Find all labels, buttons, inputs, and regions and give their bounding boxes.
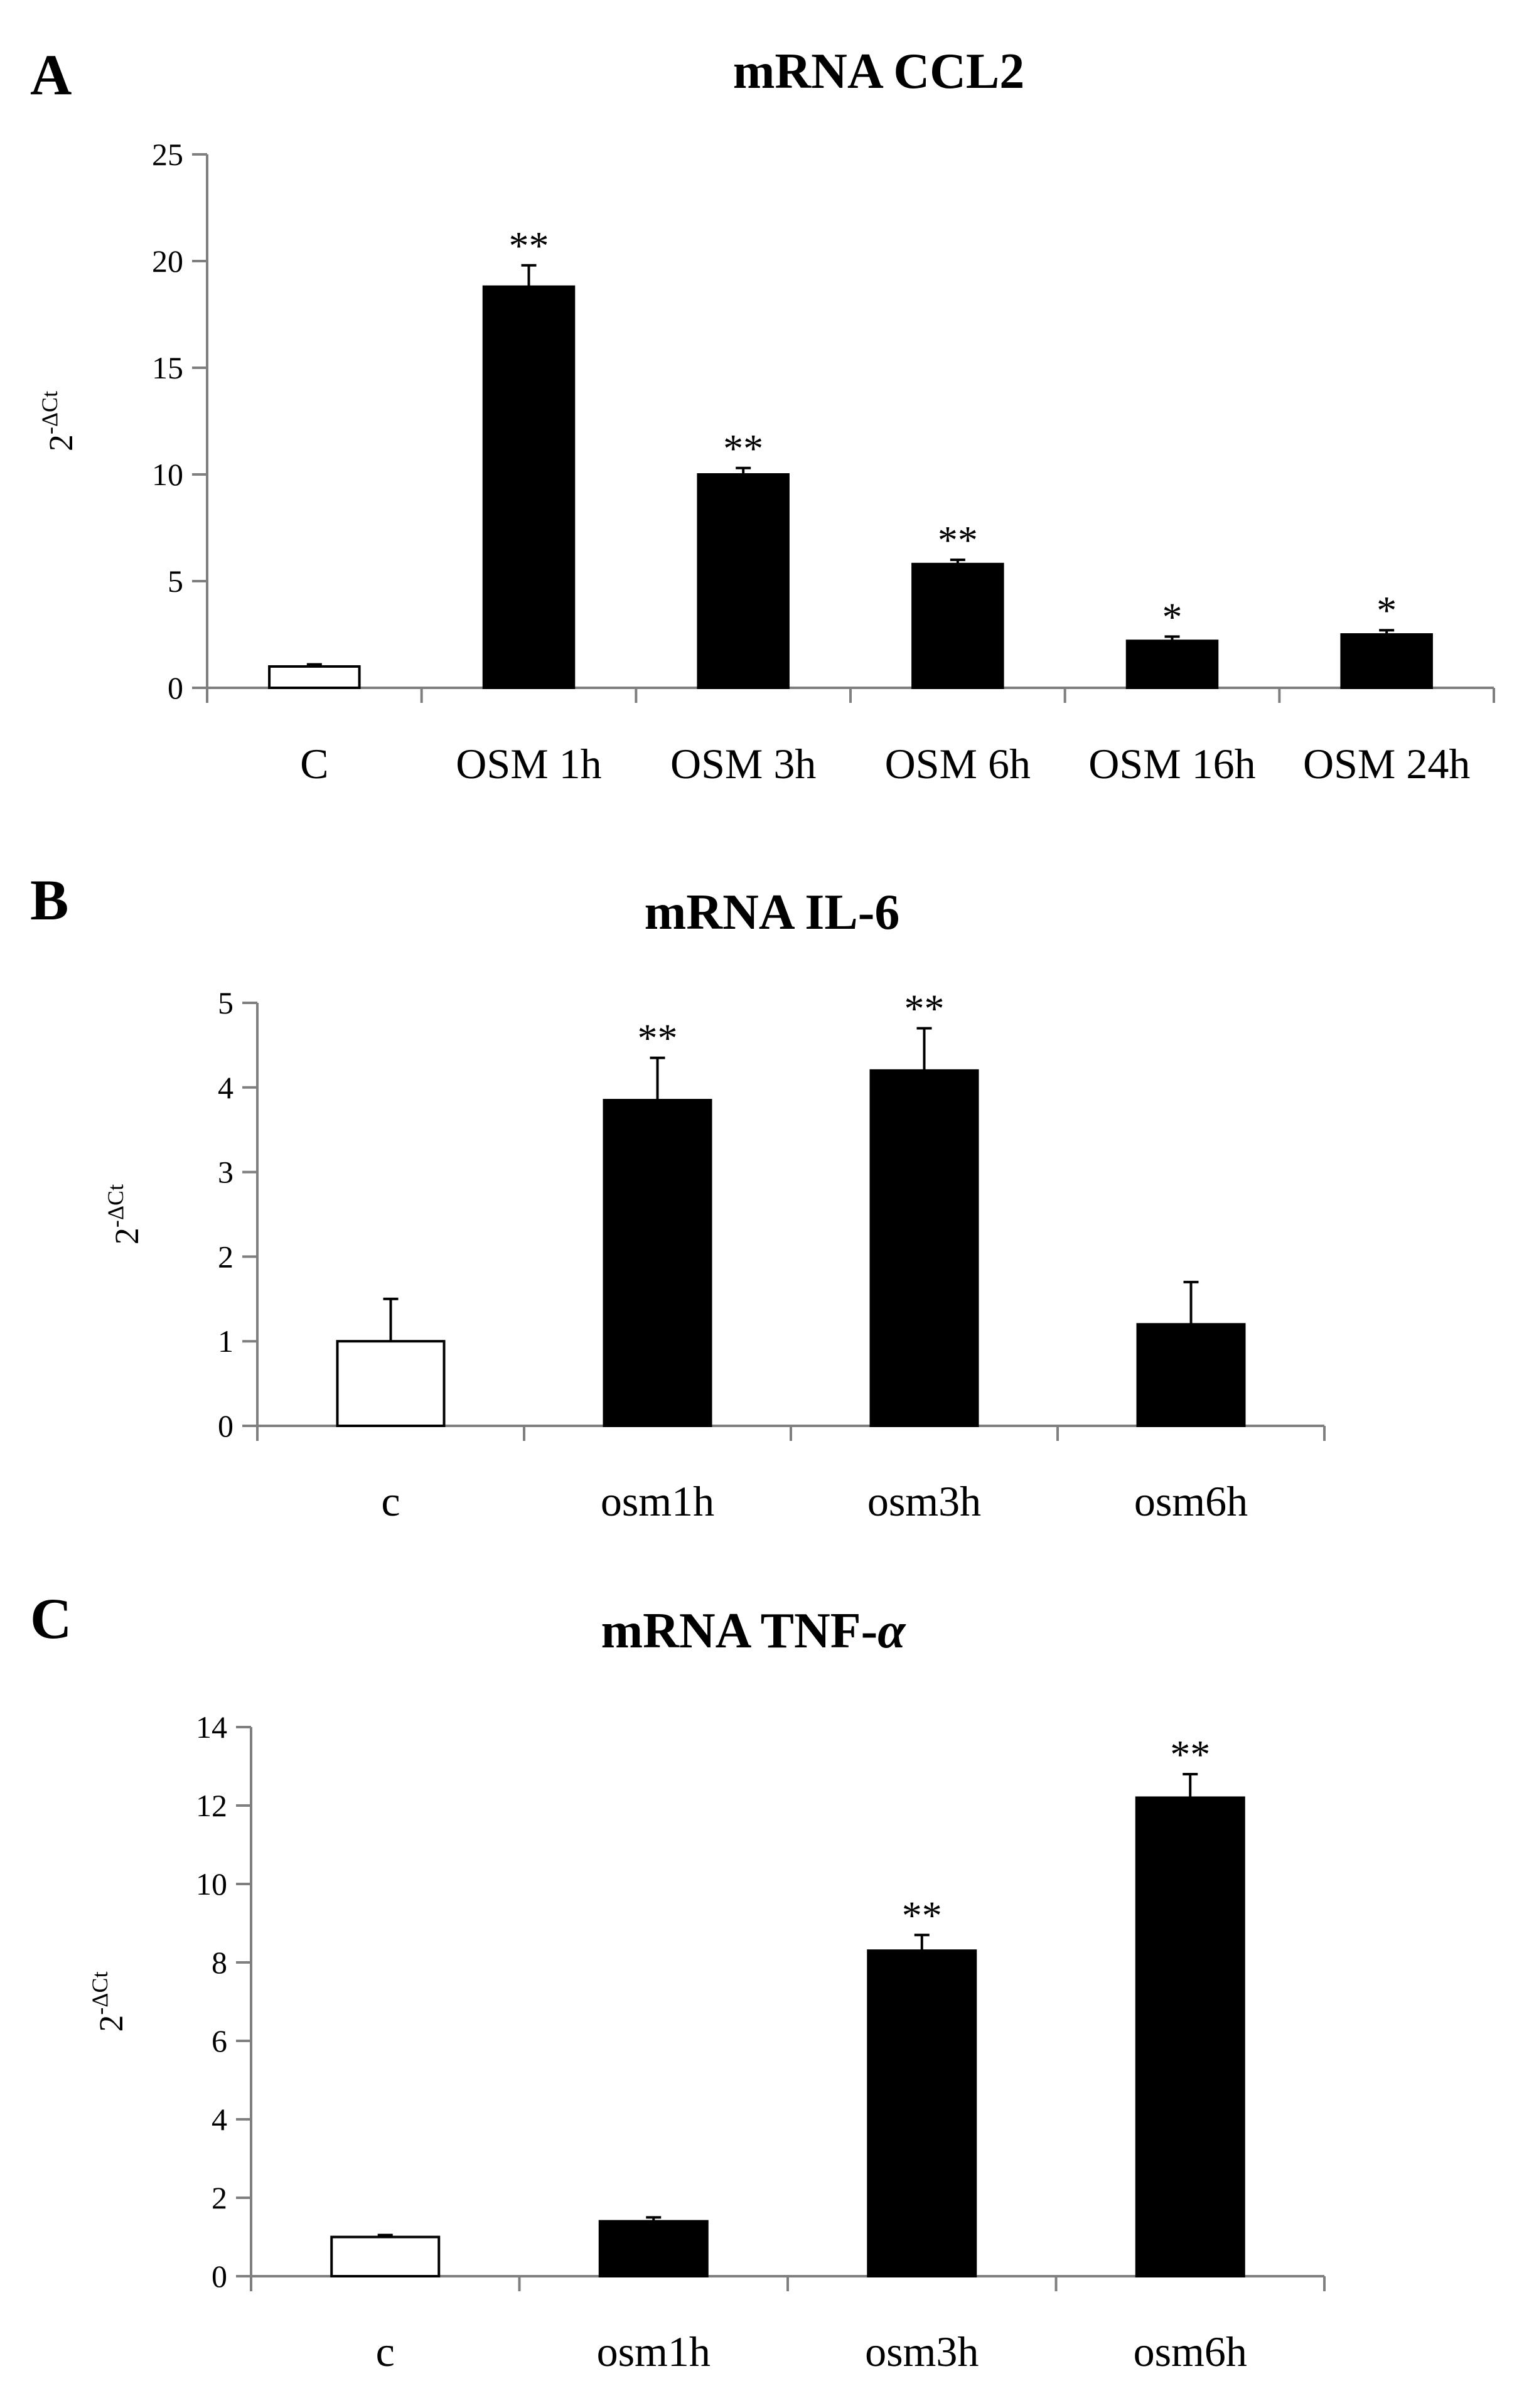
chart-title: mRNA TNF-α (601, 1603, 906, 1659)
y-axis-label-base: 2 (42, 434, 80, 451)
category-label: c (376, 2328, 395, 2375)
bar-osm-24h (1340, 633, 1433, 689)
y-tick-label: 4 (212, 2102, 227, 2137)
y-tick-label: 20 (152, 243, 183, 279)
y-tick-label: 5 (168, 564, 183, 599)
y-tick-label: 2 (212, 2180, 227, 2215)
category-label: OSM 24h (1303, 740, 1470, 788)
y-tick-label: 25 (152, 137, 183, 172)
category-label: OSM 1h (456, 740, 601, 788)
bar-osm3h (867, 1949, 977, 2277)
chart-title: mRNA CCL2 (733, 44, 1024, 99)
category-label: OSM 3h (670, 740, 816, 788)
significance-marker: ** (1170, 1732, 1210, 1777)
bar-c (330, 2235, 441, 2277)
y-tick-label: 12 (196, 1788, 227, 1823)
panel-letter: B (30, 868, 68, 932)
category-label: osm3h (865, 2328, 979, 2375)
y-axis-label-base: 2 (108, 1228, 146, 1244)
y-tick-label: 0 (218, 1408, 233, 1443)
significance-marker: ** (904, 986, 945, 1030)
category-label: osm3h (867, 1477, 981, 1525)
chart-title-text: mRNA IL-6 (645, 885, 900, 940)
category-label: osm1h (601, 1477, 714, 1525)
significance-marker: ** (638, 1016, 678, 1061)
y-tick-label: 0 (212, 2259, 227, 2294)
category-label: c (381, 1477, 400, 1525)
y-tick-label: 10 (196, 1866, 227, 1902)
chart-title: mRNA IL-6 (645, 885, 900, 940)
category-label: osm6h (1134, 1477, 1248, 1525)
y-tick-label: 3 (218, 1155, 233, 1190)
panel-letter: C (30, 1587, 72, 1651)
chart-title-text: mRNA CCL2 (733, 44, 1024, 99)
y-axis-label-superscript: -ΔCt (37, 391, 62, 434)
significance-marker: ** (509, 223, 549, 268)
bar-osm1h (603, 1099, 712, 1427)
bar-osm1h (598, 2220, 709, 2277)
y-axis-label-base: 2 (92, 2015, 130, 2032)
y-axis-label: 2-ΔCt (103, 1184, 146, 1244)
significance-marker: * (1162, 594, 1183, 639)
bar-osm3h (869, 1069, 979, 1427)
bar-osm-6h (911, 562, 1004, 689)
chart-title-text: mRNA TNF- (601, 1603, 877, 1659)
significance-marker: ** (938, 518, 978, 562)
y-tick-label: 14 (196, 1710, 227, 1745)
bar-osm-16h (1125, 639, 1219, 690)
bar-osm-1h (482, 285, 576, 689)
category-label: C (300, 740, 328, 788)
panel-letter: A (30, 43, 72, 107)
y-axis-label-superscript: -ΔCt (103, 1184, 128, 1228)
bar-c (336, 1340, 446, 1427)
y-tick-label: 0 (168, 670, 183, 705)
bar-osm6h (1136, 1323, 1246, 1427)
significance-marker: ** (723, 426, 763, 471)
y-tick-label: 8 (212, 1945, 227, 1980)
category-label: OSM 16h (1088, 740, 1255, 788)
y-axis-label-superscript: -ΔCt (87, 1971, 112, 2015)
category-label: osm1h (597, 2328, 711, 2375)
category-label: osm6h (1134, 2328, 1247, 2375)
y-tick-label: 10 (152, 457, 183, 492)
significance-marker: ** (902, 1893, 942, 1937)
y-tick-label: 6 (212, 2023, 227, 2058)
y-tick-label: 5 (218, 985, 233, 1020)
y-axis-label: 2-ΔCt (87, 1971, 130, 2031)
bar-c (268, 665, 361, 689)
bar-osm-3h (697, 473, 790, 689)
chart-title-italic: α (877, 1603, 906, 1659)
significance-marker: * (1376, 588, 1397, 633)
y-tick-label: 15 (152, 350, 183, 385)
bar-osm6h (1135, 1796, 1245, 2277)
category-label: OSM 6h (885, 740, 1031, 788)
y-tick-label: 4 (218, 1070, 233, 1105)
y-axis-label: 2-ΔCt (37, 391, 80, 451)
y-tick-label: 1 (218, 1324, 233, 1359)
y-tick-label: 2 (218, 1239, 233, 1274)
